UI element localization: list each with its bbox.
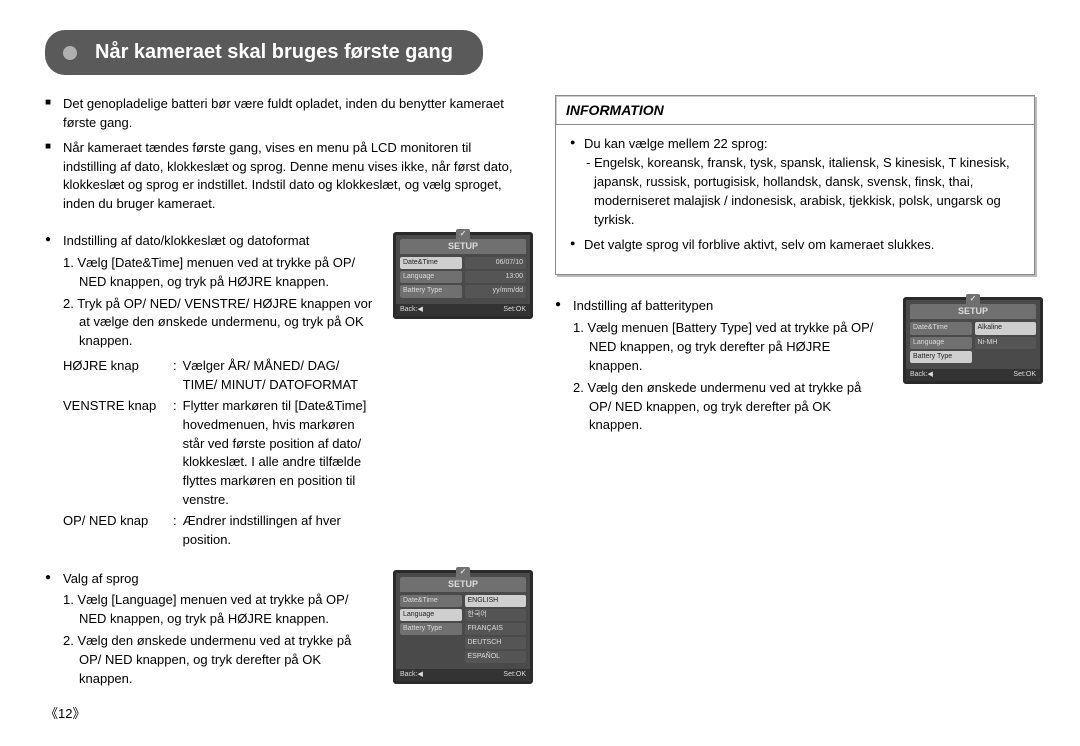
lcd-value: Ni-MH [975, 337, 1037, 349]
language-section: Valg af sprog 1. Vælg [Language] menuen … [45, 570, 525, 689]
battery-section: Indstilling af batteritypen 1. Vælg menu… [555, 297, 1035, 435]
lcd-screenshot-language: SETUP Date&Time Language Battery Type EN… [393, 570, 533, 685]
section-heading: Indstilling af batteritypen [573, 298, 713, 313]
lcd-value: ESPAÑOL [465, 651, 527, 663]
lcd-item: Date&Time [400, 595, 462, 607]
step: 1. Vælg [Language] menuen ved at trykke … [63, 591, 375, 629]
section-heading: Indstilling af dato/klokkeslæt og datofo… [63, 233, 309, 248]
lcd-item: Battery Type [910, 351, 972, 363]
lcd-item: Battery Type [400, 285, 462, 297]
step: 2. Vælg den ønskede undermenu ved at try… [573, 379, 880, 436]
lcd-value: 한국어 [465, 609, 527, 621]
lcd-setok: Set:OK [1013, 370, 1036, 380]
section-heading: Valg af sprog [63, 571, 139, 586]
lcd-value: 06/07/10 [465, 257, 527, 269]
key-name: HØJRE knap [63, 357, 173, 395]
intro-item: Det genopladelige batteri bør være fuldt… [45, 95, 525, 133]
lcd-value: Alkaline [975, 322, 1037, 334]
lcd-value: 13:00 [465, 271, 527, 283]
lcd-value: yy/mm/dd [465, 285, 527, 297]
key-row: HØJRE knap : Vælger ÅR/ MÅNED/ DAG/ TIME… [63, 357, 375, 395]
lcd-setok: Set:OK [503, 305, 526, 315]
info-lead: Det valgte sprog vil forblive aktivt, se… [584, 237, 934, 252]
datetime-section: Indstilling af dato/klokkeslæt og datofo… [45, 232, 525, 550]
page-number: 《12》 [45, 705, 85, 724]
lcd-back: Back:◀ [910, 370, 933, 380]
key-desc: Vælger ÅR/ MÅNED/ DAG/ TIME/ MINUT/ DATO… [183, 357, 375, 395]
information-header: INFORMATION [556, 96, 1034, 125]
key-name: OP/ NED knap [63, 512, 173, 550]
lcd-setok: Set:OK [503, 670, 526, 680]
key-desc: Flytter markøren til [Date&Time] hovedme… [183, 397, 375, 510]
lcd-item: Date&Time [400, 257, 462, 269]
lcd-value: ENGLISH [465, 595, 527, 607]
lcd-item: Date&Time [910, 322, 972, 334]
lcd-screenshot-datetime: SETUP Date&Time Language Battery Type 06… [393, 232, 533, 319]
content-columns: Det genopladelige batteri bør være fuldt… [45, 95, 1035, 709]
page-title: Når kameraet skal bruges første gang [45, 30, 483, 75]
lcd-back: Back:◀ [400, 305, 423, 315]
lcd-back: Back:◀ [400, 670, 423, 680]
key-row: VENSTRE knap : Flytter markøren til [Dat… [63, 397, 375, 510]
key-desc: Ændrer indstillingen af hver position. [183, 512, 375, 550]
key-name: VENSTRE knap [63, 397, 173, 510]
info-item: Det valgte sprog vil forblive aktivt, se… [570, 236, 1020, 255]
info-sub: - Engelsk, koreansk, fransk, tysk, spans… [584, 154, 1020, 229]
information-box: INFORMATION Du kan vælge mellem 22 sprog… [555, 95, 1035, 275]
lcd-item: Language [400, 271, 462, 283]
step: 1. Vælg menuen [Battery Type] ved at try… [573, 319, 880, 376]
lcd-item: Language [400, 609, 462, 621]
lcd-header: SETUP [910, 304, 1036, 319]
intro-item: Når kameraet tændes første gang, vises e… [45, 139, 525, 214]
lcd-value: FRANÇAIS [465, 623, 527, 635]
left-column: Det genopladelige batteri bør være fuldt… [45, 95, 525, 709]
lcd-item: Battery Type [400, 623, 462, 635]
step: 2. Vælg den ønskede undermenu ved at try… [63, 632, 375, 689]
lcd-value: DEUTSCH [465, 637, 527, 649]
lcd-item: Language [910, 337, 972, 349]
key-row: OP/ NED knap : Ændrer indstillingen af h… [63, 512, 375, 550]
intro-list: Det genopladelige batteri bør være fuldt… [45, 95, 525, 214]
step: 2. Tryk på OP/ NED/ VENSTRE/ HØJRE knapp… [63, 295, 375, 352]
lcd-header: SETUP [400, 239, 526, 254]
lcd-screenshot-battery: SETUP Date&Time Language Battery Type Al… [903, 297, 1043, 384]
right-column: INFORMATION Du kan vælge mellem 22 sprog… [555, 95, 1035, 709]
step: 1. Vælg [Date&Time] menuen ved at trykke… [63, 254, 375, 292]
lcd-header: SETUP [400, 577, 526, 592]
info-item: Du kan vælge mellem 22 sprog: - Engelsk,… [570, 135, 1020, 229]
info-lead: Du kan vælge mellem 22 sprog: [584, 136, 768, 151]
